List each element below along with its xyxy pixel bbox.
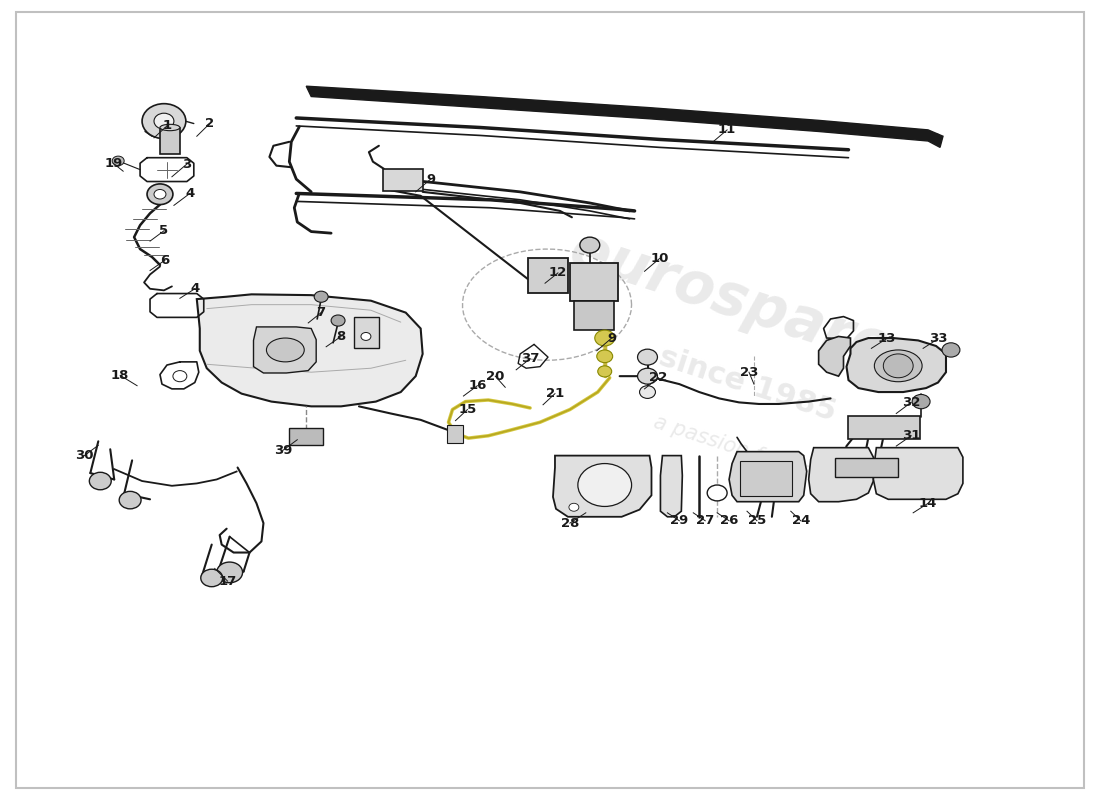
Text: 14: 14: [918, 497, 937, 510]
Polygon shape: [660, 456, 682, 517]
Ellipse shape: [874, 350, 922, 382]
Circle shape: [315, 291, 328, 302]
Text: 27: 27: [696, 514, 714, 527]
Text: 16: 16: [469, 379, 486, 392]
Text: 10: 10: [650, 252, 669, 265]
FancyBboxPatch shape: [289, 428, 323, 446]
Circle shape: [112, 156, 124, 166]
Text: 33: 33: [928, 332, 947, 346]
Circle shape: [578, 463, 631, 506]
Text: 32: 32: [902, 396, 921, 409]
Text: 17: 17: [219, 574, 236, 588]
Ellipse shape: [160, 124, 180, 130]
Text: 31: 31: [902, 430, 921, 442]
Ellipse shape: [266, 338, 305, 362]
Text: 1: 1: [163, 119, 172, 133]
Polygon shape: [253, 327, 316, 373]
Circle shape: [595, 330, 615, 346]
Text: 29: 29: [670, 514, 689, 527]
Text: eurospares: eurospares: [563, 221, 932, 389]
Text: 6: 6: [161, 254, 169, 266]
Text: 22: 22: [649, 371, 668, 384]
FancyBboxPatch shape: [574, 301, 614, 330]
Text: since 1985: since 1985: [654, 342, 839, 426]
Text: 2: 2: [206, 117, 214, 130]
Circle shape: [942, 342, 960, 357]
Circle shape: [217, 562, 243, 582]
FancyBboxPatch shape: [570, 262, 618, 301]
Circle shape: [912, 394, 931, 409]
Ellipse shape: [361, 333, 371, 341]
Polygon shape: [873, 448, 962, 499]
Text: 21: 21: [546, 387, 564, 400]
Text: 8: 8: [337, 330, 345, 343]
Text: 9: 9: [607, 331, 616, 345]
Circle shape: [597, 350, 613, 362]
Text: 39: 39: [274, 443, 293, 457]
Text: 15: 15: [459, 403, 476, 416]
Text: 13: 13: [877, 332, 895, 346]
Text: 4: 4: [185, 187, 195, 200]
Text: 30: 30: [75, 449, 94, 462]
Circle shape: [173, 370, 187, 382]
Text: 7: 7: [317, 306, 326, 319]
Text: 3: 3: [183, 158, 191, 170]
Polygon shape: [197, 294, 422, 406]
Circle shape: [119, 491, 141, 509]
Text: a passion for parts: a passion for parts: [651, 412, 843, 491]
FancyBboxPatch shape: [354, 317, 378, 348]
Polygon shape: [847, 338, 946, 392]
Text: 28: 28: [561, 517, 579, 530]
Polygon shape: [729, 452, 806, 502]
Polygon shape: [818, 337, 850, 376]
Text: 18: 18: [111, 369, 130, 382]
Text: 25: 25: [748, 514, 766, 527]
Circle shape: [707, 485, 727, 501]
Text: 23: 23: [740, 366, 758, 378]
Circle shape: [569, 503, 579, 511]
Circle shape: [147, 184, 173, 205]
Text: 11: 11: [718, 123, 736, 136]
Polygon shape: [553, 456, 651, 517]
FancyBboxPatch shape: [160, 128, 180, 154]
Circle shape: [201, 570, 222, 586]
Text: 5: 5: [160, 224, 168, 238]
Circle shape: [89, 472, 111, 490]
FancyBboxPatch shape: [447, 426, 463, 443]
Circle shape: [580, 237, 600, 253]
Circle shape: [331, 315, 345, 326]
Text: 12: 12: [549, 266, 568, 279]
Text: 24: 24: [792, 514, 810, 527]
Text: 26: 26: [719, 514, 738, 527]
Text: 19: 19: [104, 157, 122, 170]
FancyBboxPatch shape: [835, 458, 899, 477]
Polygon shape: [306, 86, 943, 147]
Circle shape: [597, 366, 612, 377]
Circle shape: [154, 114, 174, 129]
Text: 4: 4: [190, 282, 199, 295]
Bar: [15, 12, 1085, 788]
Text: 9: 9: [426, 173, 436, 186]
Text: 20: 20: [486, 370, 505, 382]
FancyBboxPatch shape: [383, 169, 422, 191]
Circle shape: [154, 190, 166, 199]
Text: 37: 37: [521, 352, 539, 365]
Polygon shape: [808, 448, 873, 502]
FancyBboxPatch shape: [740, 461, 792, 496]
Circle shape: [638, 349, 658, 365]
Circle shape: [638, 368, 658, 384]
FancyBboxPatch shape: [848, 416, 920, 439]
Circle shape: [883, 354, 913, 378]
FancyBboxPatch shape: [528, 258, 568, 293]
Circle shape: [142, 104, 186, 138]
Circle shape: [639, 386, 656, 398]
